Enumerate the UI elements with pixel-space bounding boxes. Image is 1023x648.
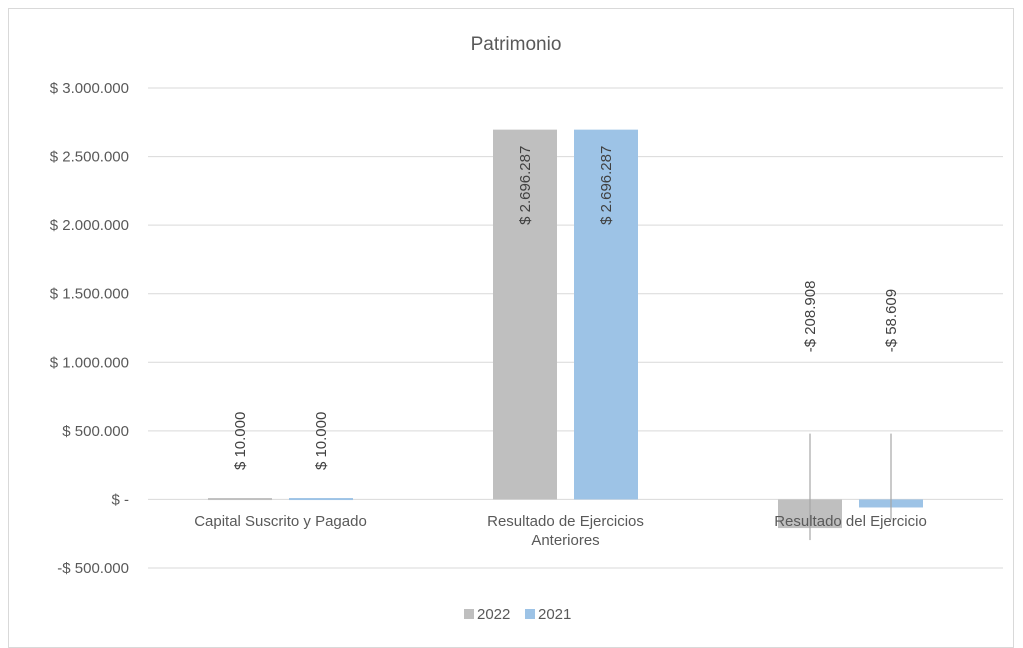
data-label: $ 10.000 bbox=[313, 412, 330, 470]
data-label: -$ 58.609 bbox=[883, 289, 900, 352]
y-tick-label: $ 3.000.000 bbox=[50, 80, 129, 97]
bars bbox=[208, 129, 923, 529]
bar-2022 bbox=[493, 129, 557, 500]
x-category-label: Capital Suscrito y Pagado bbox=[194, 513, 367, 530]
data-label: $ 10.000 bbox=[232, 412, 249, 470]
bar-2021 bbox=[289, 498, 353, 501]
y-tick-label: $ 2.000.000 bbox=[50, 217, 129, 234]
y-tick-label: $ 1.500.000 bbox=[50, 286, 129, 303]
legend-label-2021: 2021 bbox=[538, 606, 571, 623]
x-axis-labels: Capital Suscrito y Pagado Resultado de Ej… bbox=[194, 513, 927, 549]
data-label: -$ 208.908 bbox=[802, 281, 819, 353]
y-tick-label: $ 1.000.000 bbox=[50, 354, 129, 371]
y-axis-labels: $ 3.000.000 $ 2.500.000 $ 2.000.000 $ 1.500… bbox=[50, 80, 129, 577]
y-tick-label: $ 2.500.000 bbox=[50, 149, 129, 166]
data-label: $ 2.696.287 bbox=[517, 146, 534, 225]
y-tick-label: $ 500.000 bbox=[62, 423, 129, 440]
x-category-label: Anteriores bbox=[531, 532, 599, 549]
chart-title: Patrimonio bbox=[471, 34, 562, 55]
legend-swatch-2022 bbox=[464, 609, 474, 619]
bar-2021 bbox=[574, 129, 638, 500]
y-tick-label: -$ 500.000 bbox=[57, 560, 129, 577]
legend: 2022 2021 bbox=[464, 606, 571, 623]
x-category-label: Resultado del Ejercicio bbox=[774, 513, 927, 530]
y-tick-label: $ - bbox=[111, 491, 129, 508]
data-label: $ 2.696.287 bbox=[598, 146, 615, 225]
legend-swatch-2021 bbox=[525, 609, 535, 619]
data-labels: $ 10.000 $ 10.000 $ 2.696.287 $ 2.696.287 -$… bbox=[232, 146, 900, 470]
x-category-label: Resultado de Ejercicios bbox=[487, 513, 644, 530]
bar-2022 bbox=[208, 498, 272, 501]
leader-lines bbox=[809, 433, 892, 541]
legend-label-2022: 2022 bbox=[477, 606, 510, 623]
